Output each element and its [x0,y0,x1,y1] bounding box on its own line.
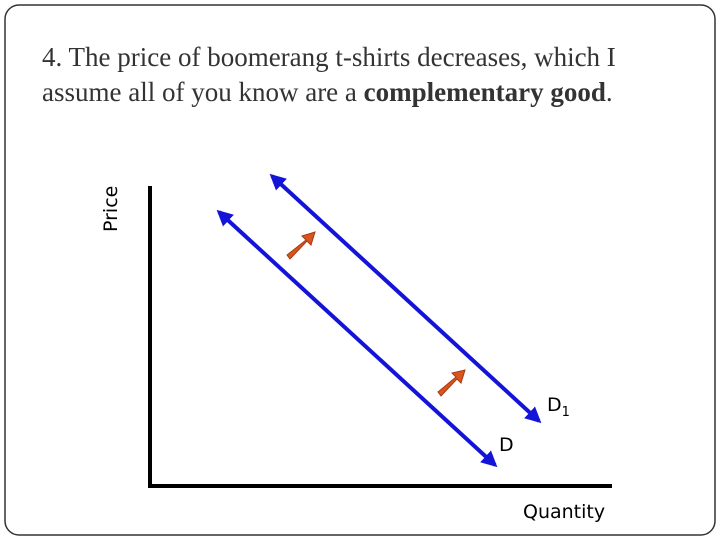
shift-arrow [437,369,466,397]
demand-curve-shifted [269,173,542,424]
curve-label-text: D [547,394,562,416]
shift-arrow [286,231,316,260]
title-line: 4. The price of boomerang t-shirts decre… [42,42,616,72]
y-axis-label: Price [100,186,122,232]
curve-label: D1 [547,394,570,420]
title-text: assume all of you know are a [42,77,364,107]
title-line: assume all of you know are a complementa… [42,77,613,107]
x-axis-label: Quantity [523,501,605,523]
curve-label-subscript: 1 [562,405,570,420]
title-emphasis: complementary good [364,77,606,107]
curve-label: D [499,434,514,456]
title-text: . [606,77,613,107]
